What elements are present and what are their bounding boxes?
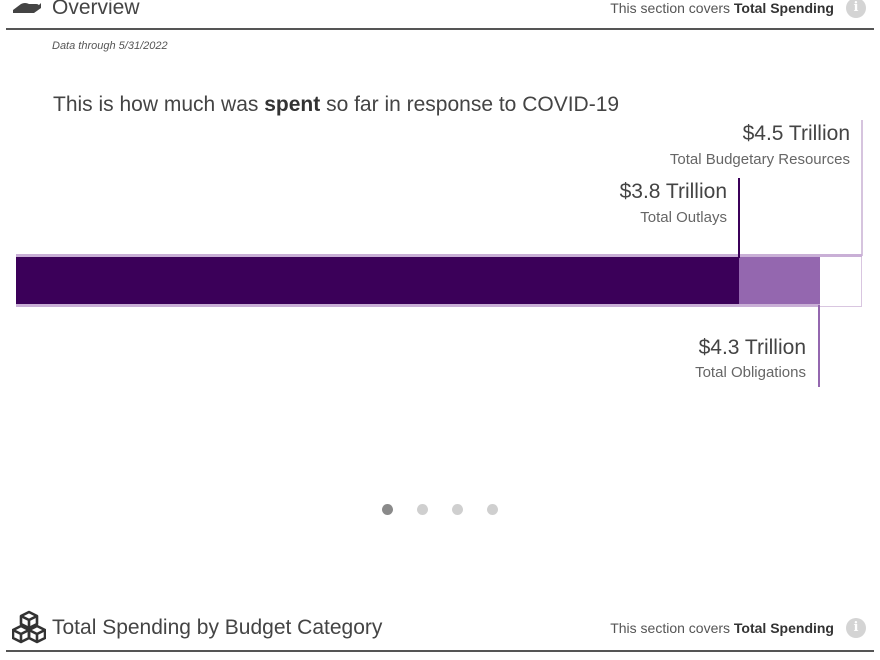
obligations-value: $4.3 Trillion bbox=[698, 336, 806, 359]
resources-leader-line bbox=[861, 120, 863, 256]
resources-value: $4.5 Trillion bbox=[742, 122, 850, 145]
cubes-icon bbox=[12, 610, 46, 644]
overview-section-header: Overview This section covers Total Spend… bbox=[6, 0, 874, 30]
overview-covers-bold: Total Spending bbox=[733, 0, 834, 16]
chart-title: This is how much was spent so far in res… bbox=[53, 93, 620, 116]
data-through-date: Data through 5/31/2022 bbox=[52, 40, 168, 52]
obligations-label: Total Obligations bbox=[695, 364, 806, 381]
outlays-label: Total Outlays bbox=[640, 209, 727, 226]
obligations-leader-line bbox=[818, 305, 820, 387]
info-icon[interactable]: i bbox=[846, 0, 866, 18]
outlays-bar[interactable] bbox=[16, 257, 739, 305]
info-icon[interactable]: i bbox=[846, 618, 866, 638]
bar-rule-top bbox=[16, 254, 862, 257]
budget-covers-bold: Total Spending bbox=[733, 620, 834, 636]
budget-title: Total Spending by Budget Category bbox=[52, 616, 383, 639]
hand-money-icon bbox=[13, 3, 41, 13]
budget-section-header: Total Spending by Budget Category This s… bbox=[6, 610, 874, 652]
chart-title-bold: spent bbox=[264, 93, 321, 116]
carousel-dot-2[interactable] bbox=[417, 504, 428, 515]
overview-title: Overview bbox=[52, 0, 140, 19]
carousel-dots bbox=[382, 504, 498, 515]
resources-label: Total Budgetary Resources bbox=[669, 151, 850, 168]
budget-covers-text: This section covers Total Spending bbox=[610, 620, 834, 636]
carousel-dot-3[interactable] bbox=[452, 504, 463, 515]
carousel-dot-4[interactable] bbox=[487, 504, 498, 515]
carousel-dot-1[interactable] bbox=[382, 504, 393, 515]
outlays-value: $3.8 Trillion bbox=[619, 180, 727, 203]
bar-rule-bottom bbox=[16, 304, 820, 307]
overview-covers-text: This section covers Total Spending bbox=[610, 0, 834, 16]
outlays-leader-line bbox=[738, 178, 740, 258]
